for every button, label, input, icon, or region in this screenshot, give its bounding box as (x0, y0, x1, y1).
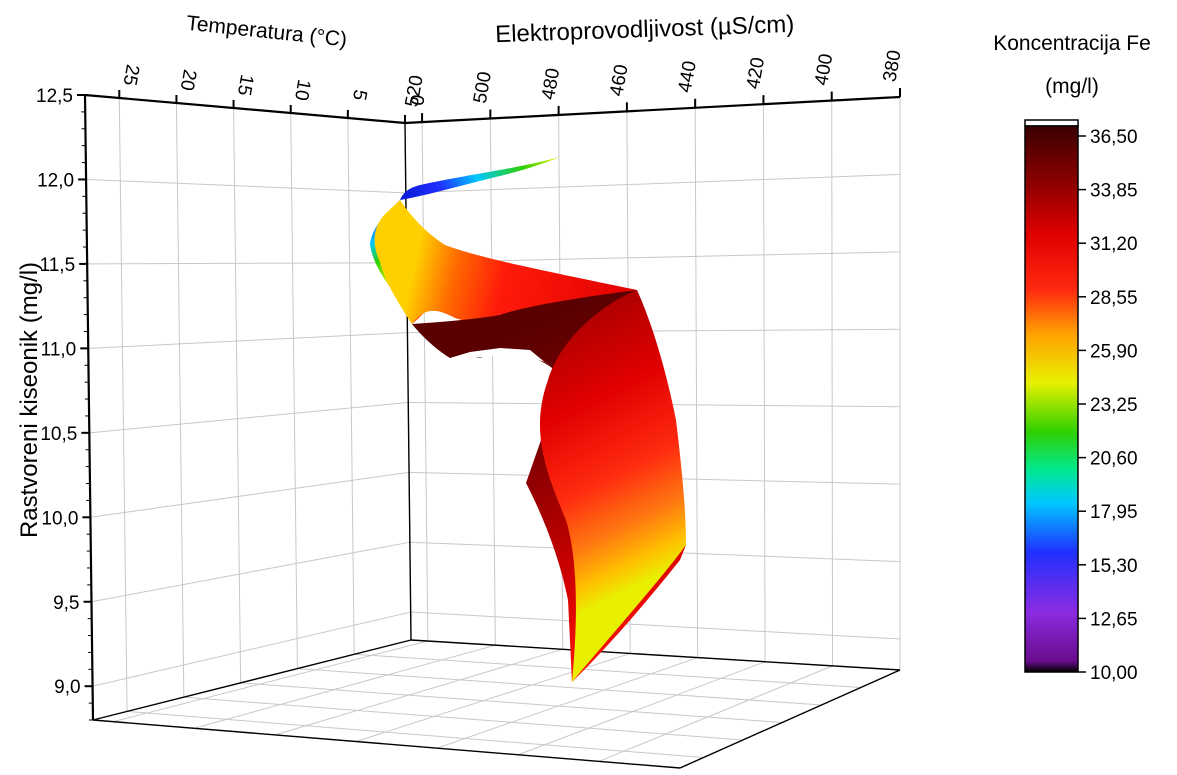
z-gridline-left (87, 262, 407, 265)
colorbar-title-line1: Koncentracija Fe (993, 32, 1151, 55)
z-gridline-left (91, 541, 410, 603)
conductivity-tick-label: 380 (879, 49, 905, 84)
temperature-tick-label: 20 (176, 68, 200, 92)
axes (83, 93, 901, 769)
colorbar-tick-label: 15,30 (1090, 556, 1138, 577)
conductivity-gridline-floor (436, 657, 698, 749)
conductivity-gridline-floor (275, 648, 563, 736)
temperature-tick-label: 0 (405, 93, 428, 107)
z-tick-label: 11,0 (41, 339, 77, 360)
conductivity-gridline-floor (194, 644, 496, 729)
floor-right-edge (410, 639, 901, 671)
temperature-gridline-floor (354, 653, 861, 688)
ticks: 12,512,011,511,010,510,09,59,025 20 15 10 5 0… (36, 49, 906, 721)
z-gridline-left (88, 332, 408, 349)
conductivity-tick-label: 440 (675, 59, 701, 94)
z-gridline-left (90, 471, 410, 518)
colorbar-tick-label: 33,85 (1090, 181, 1138, 202)
conductivity-gridline-floor (517, 661, 766, 756)
temperature-tick-label: 10 (290, 78, 314, 102)
conductivity-tick-label: 400 (811, 52, 837, 87)
colorbar-tick-label: 20,60 (1090, 449, 1138, 470)
z-tick-label: 10,0 (41, 508, 78, 529)
surface-top-ribbon (400, 157, 560, 200)
back-corner-line (404, 122, 412, 641)
colorbar-tick-label: 10,00 (1090, 663, 1138, 684)
colorbar-tick-label: 28,55 (1090, 288, 1138, 309)
temperature-gridline-wall (175, 102, 185, 698)
colorbar-tick-label: 25,90 (1090, 341, 1138, 362)
colorbar: Koncentracija Fe (mg/l) 36,50 33,85 31,20 2… (993, 32, 1151, 684)
temperature-axis-title: Temperatura (°C) (185, 12, 348, 52)
floor-left-edge (92, 639, 412, 721)
z-tick-label: 12,5 (36, 86, 73, 107)
floor-front-right-edge (679, 669, 901, 769)
colorbar-ticks: 36,50 33,85 31,20 28,55 25,90 23,25 20,60 17,95… (1078, 127, 1138, 684)
z-tick-label: 11,5 (40, 255, 76, 276)
colorbar-tick-label: 12,65 (1090, 609, 1138, 630)
z-gridline-left (89, 401, 409, 434)
temperature-axis-line (84, 93, 406, 125)
conductivity-gridline-floor (113, 640, 428, 723)
surface-notch (450, 348, 552, 368)
floor-front-left-edge (92, 719, 681, 769)
temperature-tick-label: 5 (348, 88, 371, 102)
temperature-gridline-floor (183, 696, 743, 741)
colorbar-tick-label: 23,25 (1090, 395, 1138, 416)
conductivity-gridline-wall (694, 107, 699, 658)
conductivity-gridline-wall (831, 100, 834, 666)
z-tick-label: 9,0 (54, 677, 80, 698)
conductivity-tick-label: 460 (606, 63, 632, 98)
z-tick-label: 12,0 (37, 170, 74, 191)
conductivity-tick-label: 420 (743, 56, 769, 91)
z-gridline-left (86, 178, 406, 194)
colorbar-gradient (1024, 125, 1079, 673)
temperature-tick-label: 25 (119, 63, 143, 87)
colorbar-tick-label: 36,50 (1090, 127, 1138, 148)
temperature-gridline-wall (290, 112, 298, 669)
fe-concentration-surface (370, 157, 686, 682)
temperature-gridline-floor (127, 710, 704, 758)
conductivity-tick-label: 500 (470, 70, 496, 105)
z-tick-label: 9,5 (53, 593, 79, 614)
temperature-gridline-floor (240, 682, 783, 723)
conductivity-gridline-wall (489, 118, 496, 646)
z-gridline-back (405, 173, 901, 194)
grid (84, 94, 901, 769)
conductivity-gridline-wall (762, 104, 766, 662)
conductivity-gridline-wall (421, 122, 429, 642)
conductivity-axis-title: Elektroprovodljivost (µS/cm) (495, 11, 795, 48)
z-axis-title: Rastvoreni kiseonik (mg/l) (16, 262, 43, 538)
conductivity-tick-label: 480 (538, 67, 564, 102)
temperature-gridline-wall (118, 97, 128, 712)
z-gridline-back (410, 611, 901, 640)
temperature-tick-label: 15 (233, 73, 257, 97)
temperature-gridline-floor (297, 668, 822, 706)
colorbar-tick-label: 31,20 (1090, 234, 1138, 255)
colorbar-top-cap (1024, 119, 1079, 127)
colorbar-tick-label: 17,95 (1090, 502, 1138, 523)
z-tick-label: 10,5 (40, 424, 77, 445)
z-gridline-left (92, 611, 411, 687)
colorbar-title-line2: (mg/l) (1045, 75, 1099, 98)
temperature-gridline-wall (233, 107, 242, 683)
temperature-gridline-wall (347, 117, 355, 655)
conductivity-axis-line (404, 95, 901, 125)
z-axis-line (83, 94, 95, 721)
surface-front-face (539, 290, 686, 682)
conductivity-gridline-floor (598, 665, 833, 762)
